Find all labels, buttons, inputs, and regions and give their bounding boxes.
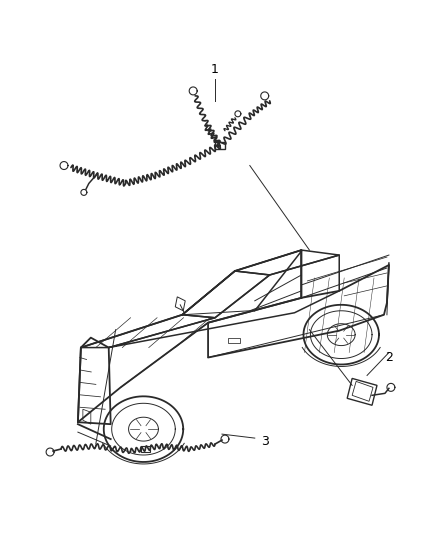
Bar xyxy=(215,142,225,149)
Text: 2: 2 xyxy=(385,351,393,364)
Bar xyxy=(141,446,150,452)
Bar xyxy=(228,337,240,343)
Text: 3: 3 xyxy=(261,434,268,448)
Text: 1: 1 xyxy=(211,62,219,76)
